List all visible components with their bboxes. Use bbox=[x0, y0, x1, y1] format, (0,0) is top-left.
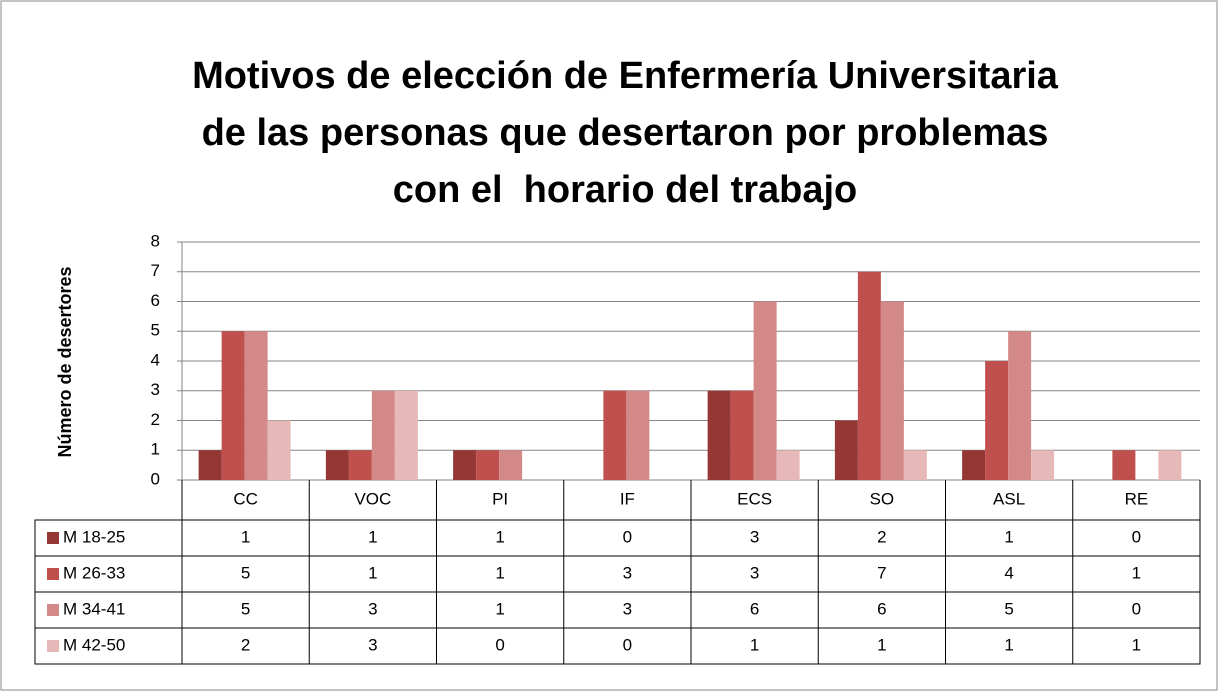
bar bbox=[267, 420, 291, 480]
bar bbox=[325, 450, 349, 480]
data-table-value: 1 bbox=[1132, 563, 1141, 582]
x-tick-label: ASL bbox=[993, 489, 1025, 508]
data-table-value: 1 bbox=[495, 527, 504, 546]
y-tick-label: 6 bbox=[151, 291, 160, 310]
bar bbox=[857, 271, 881, 480]
bar bbox=[453, 450, 477, 480]
bar bbox=[221, 331, 245, 480]
data-table-value: 1 bbox=[495, 599, 504, 618]
legend-key bbox=[47, 640, 59, 652]
bar bbox=[903, 450, 927, 480]
data-table-value: 1 bbox=[495, 563, 504, 582]
data-table-value: 2 bbox=[877, 527, 886, 546]
data-table-value: 1 bbox=[877, 635, 886, 654]
data-table-value: 0 bbox=[1132, 527, 1141, 546]
y-tick-label: 0 bbox=[151, 469, 160, 488]
data-table-value: 3 bbox=[368, 635, 377, 654]
data-table-value: 5 bbox=[241, 599, 250, 618]
data-table-value: 3 bbox=[750, 563, 759, 582]
legend-label: M 42-50 bbox=[63, 635, 125, 654]
bar bbox=[834, 420, 858, 480]
data-table-value: 5 bbox=[241, 563, 250, 582]
x-tick-label: VOC bbox=[354, 489, 391, 508]
bar bbox=[962, 450, 986, 480]
data-table-value: 0 bbox=[495, 635, 504, 654]
bar bbox=[707, 390, 731, 480]
y-tick-label: 7 bbox=[151, 261, 160, 280]
chart-title: con el horario del trabajo bbox=[393, 169, 858, 211]
data-table-value: 0 bbox=[623, 635, 632, 654]
x-tick-label: CC bbox=[233, 489, 258, 508]
bar bbox=[1031, 450, 1055, 480]
bar bbox=[476, 450, 500, 480]
data-table-value: 7 bbox=[877, 563, 886, 582]
y-tick-label: 1 bbox=[151, 440, 160, 459]
data-table-value: 1 bbox=[1004, 635, 1013, 654]
data-table-value: 4 bbox=[1004, 563, 1013, 582]
data-table-value: 6 bbox=[750, 599, 759, 618]
data-table-value: 1 bbox=[368, 563, 377, 582]
bar bbox=[198, 450, 222, 480]
data-table-value: 1 bbox=[368, 527, 377, 546]
y-tick-label: 4 bbox=[151, 350, 160, 369]
x-tick-label: SO bbox=[870, 489, 895, 508]
chart-title: Motivos de elección de Enfermería Univer… bbox=[192, 55, 1059, 97]
bar bbox=[776, 450, 800, 480]
y-axis-label: Número de desertores bbox=[55, 266, 75, 457]
y-tick-label: 3 bbox=[151, 380, 160, 399]
x-tick-label: RE bbox=[1125, 489, 1149, 508]
bar bbox=[730, 390, 754, 480]
bar bbox=[1112, 450, 1136, 480]
chart-title: de las personas que desertaron por probl… bbox=[202, 112, 1049, 154]
bar bbox=[626, 390, 650, 480]
legend-label: M 26-33 bbox=[63, 563, 125, 582]
bar bbox=[244, 331, 268, 480]
bar bbox=[348, 450, 372, 480]
data-table-value: 1 bbox=[1004, 527, 1013, 546]
bar bbox=[753, 301, 777, 480]
data-table-value: 3 bbox=[623, 599, 632, 618]
bar bbox=[371, 390, 395, 480]
x-tick-label: PI bbox=[492, 489, 508, 508]
data-table-value: 2 bbox=[241, 635, 250, 654]
legend-key bbox=[47, 568, 59, 580]
bar bbox=[880, 301, 904, 480]
y-tick-label: 5 bbox=[151, 321, 160, 340]
legend-key bbox=[47, 532, 59, 544]
data-table-value: 6 bbox=[877, 599, 886, 618]
y-tick-label: 2 bbox=[151, 410, 160, 429]
x-tick-label: ECS bbox=[737, 489, 772, 508]
data-table-value: 5 bbox=[1004, 599, 1013, 618]
data-table-value: 0 bbox=[1132, 599, 1141, 618]
bar bbox=[603, 390, 627, 480]
data-table-value: 0 bbox=[623, 527, 632, 546]
data-table-value: 3 bbox=[750, 527, 759, 546]
bar bbox=[499, 450, 523, 480]
legend-key bbox=[47, 604, 59, 616]
data-table-value: 1 bbox=[750, 635, 759, 654]
data-table-value: 1 bbox=[241, 527, 250, 546]
data-table-value: 3 bbox=[623, 563, 632, 582]
legend-label: M 18-25 bbox=[63, 527, 125, 546]
bar bbox=[985, 361, 1009, 480]
legend-label: M 34-41 bbox=[63, 599, 125, 618]
bar bbox=[1158, 450, 1182, 480]
data-table-value: 1 bbox=[1132, 635, 1141, 654]
bar bbox=[1008, 331, 1032, 480]
bar bbox=[394, 390, 418, 480]
data-table-value: 3 bbox=[368, 599, 377, 618]
x-tick-label: IF bbox=[620, 489, 635, 508]
y-tick-label: 8 bbox=[151, 231, 160, 250]
